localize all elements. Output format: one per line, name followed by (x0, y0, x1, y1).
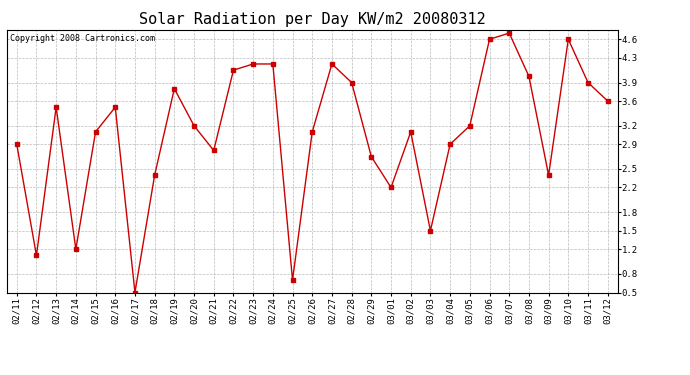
Title: Solar Radiation per Day KW/m2 20080312: Solar Radiation per Day KW/m2 20080312 (139, 12, 486, 27)
Text: Copyright 2008 Cartronics.com: Copyright 2008 Cartronics.com (10, 34, 155, 43)
